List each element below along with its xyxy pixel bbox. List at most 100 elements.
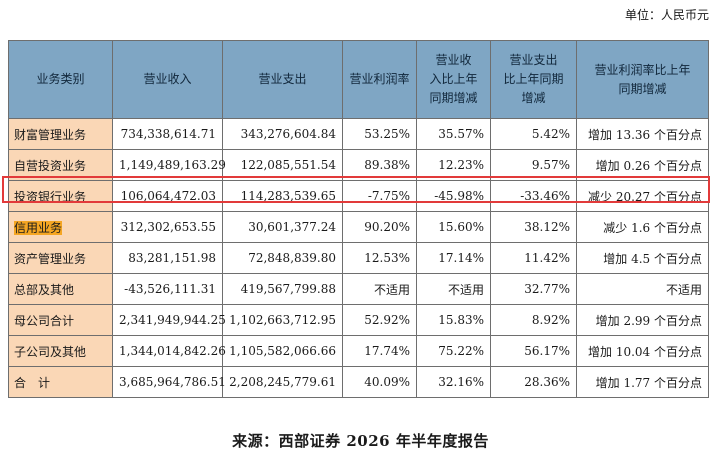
header-revenue-change-line: 同期增减 xyxy=(429,91,478,105)
revenue-cell: 106,064,472.03 xyxy=(112,180,223,212)
expense-cell: 343,276,604.84 xyxy=(222,118,343,150)
category-label: 投资银行业务 xyxy=(14,189,87,204)
expense-change-cell: 11.42% xyxy=(490,242,577,274)
margin-cell: 53.25% xyxy=(342,118,417,150)
category-label: 子公司及其他 xyxy=(14,344,87,359)
header-margin-change-line: 同期增减 xyxy=(618,81,667,96)
expense-cell: 122,085,551.54 xyxy=(222,149,343,181)
margin-cell: 17.74% xyxy=(342,335,417,367)
margin-change-cell: 增加 13.36 个百分点 xyxy=(576,118,709,150)
expense-change-cell: 56.17% xyxy=(490,335,577,367)
header-margin: 营业利润率 xyxy=(342,40,417,119)
expense-cell: 2,208,245,779.61 xyxy=(222,366,343,398)
category-label: 信用业务 xyxy=(14,220,63,235)
table-row: 子公司及其他 1,344,014,842.26 1,105,582,066.66 17… xyxy=(8,335,709,367)
revenue-change-cell: 35.57% xyxy=(416,118,491,150)
revenue-cell: 1,344,014,842.26 xyxy=(112,335,226,367)
expense-cell: 1,102,663,712.95 xyxy=(222,304,343,336)
source-caption: 来源：西部证券 2026 年半年度报告 xyxy=(232,432,489,450)
table-row: 信用业务 312,302,653.55 30,601,377.24 90.20% 15.… xyxy=(8,211,709,243)
margin-change-cell: 增加 4.5 个百分点 xyxy=(576,242,709,274)
header-expense-change-line: 营业支出 xyxy=(509,53,558,67)
header-expense-change-line: 比上年同期 xyxy=(503,72,564,86)
expense-change-cell: 8.92% xyxy=(490,304,577,336)
category-label: 财富管理业务 xyxy=(14,127,87,142)
category-cell: 母公司合计 xyxy=(8,304,113,336)
header-margin-change: 营业利润率比上年 同期增减 xyxy=(576,40,709,119)
header-revenue-change: 营业收入比上年同期增减 xyxy=(416,40,491,119)
category-cell: 财富管理业务 xyxy=(8,118,113,150)
margin-change-cell: 增加 0.26 个百分点 xyxy=(576,149,709,181)
revenue-change-cell: -45.98% xyxy=(416,180,491,212)
margin-change-cell: 不适用 xyxy=(576,273,709,305)
margin-cell: 40.09% xyxy=(342,366,417,398)
margin-change-cell: 减少 20.27 个百分点 xyxy=(576,180,709,212)
expense-cell: 30,601,377.24 xyxy=(222,211,343,243)
table-row: 投资银行业务 106,064,472.03 114,283,539.65 -7.75%… xyxy=(8,180,709,212)
header-expense: 营业支出 xyxy=(222,40,343,119)
revenue-change-cell: 12.23% xyxy=(416,149,491,181)
header-expense-change: 营业支出比上年同期增减 xyxy=(490,40,577,119)
margin-change-cell: 减少 1.6 个百分点 xyxy=(576,211,709,243)
revenue-change-cell: 不适用 xyxy=(416,273,491,305)
header-category: 业务类别 xyxy=(8,40,113,119)
revenue-cell: 1,149,489,163.29 xyxy=(112,149,226,181)
revenue-change-cell: 15.60% xyxy=(416,211,491,243)
expense-change-cell: 9.57% xyxy=(490,149,577,181)
header-revenue-line: 营业收入 xyxy=(143,72,192,86)
margin-cell: 不适用 xyxy=(342,273,417,305)
business-segment-table: 业务类别 营业收入 营业支出 营业利润率 营业收 入比上年 同期增减 营业支出 比上年同期 增减营… xyxy=(8,40,709,398)
margin-cell: 52.92% xyxy=(342,304,417,336)
expense-cell: 114,283,539.65 xyxy=(222,180,343,212)
category-cell: 信用业务 xyxy=(8,211,113,243)
category-cell: 投资银行业务 xyxy=(8,180,113,212)
header-margin-change-line: 营业利润率比上年 xyxy=(594,62,691,77)
revenue-cell: 312,302,653.55 xyxy=(112,211,223,243)
header-expense-change-line: 增减 xyxy=(521,91,546,105)
header-row: 业务类别 营业收入 营业支出 营业利润率 营业收 入比上年 同期增减 营业支出 比上年同期 增减营… xyxy=(8,40,709,119)
category-label: 总部及其他 xyxy=(14,282,75,297)
header-revenue: 营业收入 xyxy=(112,40,223,119)
category-cell: 合 计 xyxy=(8,366,113,398)
table-row: 自营投资业务 1,149,489,163.29 122,085,551.54 89.3… xyxy=(8,149,709,181)
revenue-cell: 734,338,614.71 xyxy=(112,118,223,150)
margin-cell: 89.38% xyxy=(342,149,417,181)
table-row: 财富管理业务 734,338,614.71 343,276,604.84 53.25%… xyxy=(8,118,709,150)
expense-cell: 72,848,839.80 xyxy=(222,242,343,274)
margin-change-cell: 增加 10.04 个百分点 xyxy=(576,335,709,367)
margin-change-cell: 增加 1.77 个百分点 xyxy=(576,366,709,398)
table-row: 总部及其他 -43,526,111.31 419,567,799.88 不适用 不适用 3… xyxy=(8,273,709,305)
expense-cell: 1,105,582,066.66 xyxy=(222,335,343,367)
revenue-cell: -43,526,111.31 xyxy=(112,273,223,305)
revenue-cell: 83,281,151.98 xyxy=(112,242,223,274)
category-label: 母公司合计 xyxy=(14,313,75,328)
category-cell: 自营投资业务 xyxy=(8,149,113,181)
table-row: 合 计 3,685,964,786.51 2,208,245,779.61 40.09… xyxy=(8,366,709,398)
margin-change-cell: 增加 2.99 个百分点 xyxy=(576,304,709,336)
category-cell: 资产管理业务 xyxy=(8,242,113,274)
header-revenue-change-line: 营业收 xyxy=(435,53,472,67)
category-cell: 总部及其他 xyxy=(8,273,113,305)
category-label: 自营投资业务 xyxy=(14,158,87,173)
margin-cell: 90.20% xyxy=(342,211,417,243)
expense-change-cell: -33.46% xyxy=(490,180,577,212)
header-revenue-change-line: 入比上年 xyxy=(429,72,478,86)
unit-label: 单位：人民币元 xyxy=(624,8,709,22)
revenue-cell: 3,685,964,786.51 xyxy=(112,366,226,398)
margin-cell: 12.53% xyxy=(342,242,417,274)
header-margin-line: 营业利润率 xyxy=(349,72,410,86)
revenue-change-cell: 15.83% xyxy=(416,304,491,336)
expense-change-cell: 28.36% xyxy=(490,366,577,398)
revenue-cell: 2,341,949,944.25 xyxy=(112,304,226,336)
expense-cell: 419,567,799.88 xyxy=(222,273,343,305)
header-category-line: 业务类别 xyxy=(36,72,85,86)
table-row: 资产管理业务 83,281,151.98 72,848,839.80 12.53% 17… xyxy=(8,242,709,274)
revenue-change-cell: 32.16% xyxy=(416,366,491,398)
revenue-change-cell: 17.14% xyxy=(416,242,491,274)
expense-change-cell: 38.12% xyxy=(490,211,577,243)
revenue-change-cell: 75.22% xyxy=(416,335,491,367)
category-cell: 子公司及其他 xyxy=(8,335,113,367)
header-expense-line: 营业支出 xyxy=(258,72,307,86)
expense-change-cell: 5.42% xyxy=(490,118,577,150)
margin-cell: -7.75% xyxy=(342,180,417,212)
